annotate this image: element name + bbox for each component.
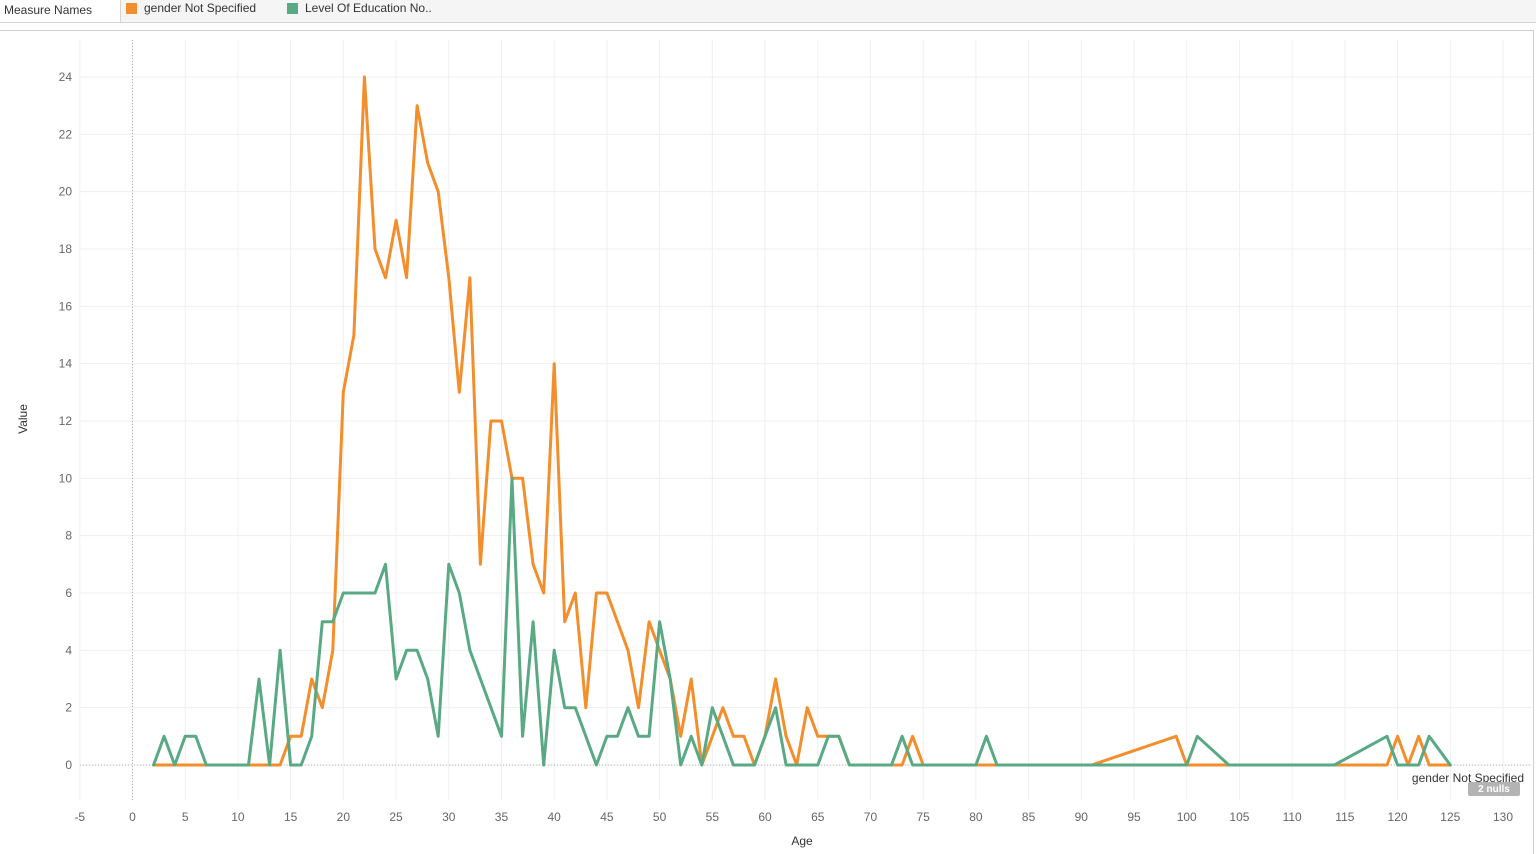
y-tick-label: 20 <box>59 185 73 199</box>
x-tick-label: 80 <box>969 810 983 824</box>
x-tick-label: 125 <box>1440 810 1460 824</box>
legend-swatch-gender <box>126 2 137 14</box>
x-axis-label: Age <box>791 834 813 848</box>
x-tick-label: 10 <box>231 810 245 824</box>
y-tick-label: 22 <box>59 127 73 141</box>
legend-bar: Measure Names gender Not Specified Level… <box>0 0 1536 23</box>
x-tick-label: 130 <box>1493 810 1513 824</box>
x-tick-label: -5 <box>74 810 85 824</box>
x-tick-label: 75 <box>916 810 930 824</box>
legend-label-education: Level Of Education No.. <box>305 1 432 15</box>
null-badge[interactable] <box>1468 782 1520 796</box>
y-tick-label: 24 <box>59 70 73 84</box>
x-tick-label: 120 <box>1388 810 1408 824</box>
x-tick-label: 105 <box>1229 810 1249 824</box>
x-tick-label: 45 <box>600 810 614 824</box>
x-tick-label: 5 <box>182 810 189 824</box>
x-tick-label: 20 <box>337 810 351 824</box>
null-badge-label: 2 nulls <box>1478 784 1510 795</box>
x-tick-label: 50 <box>653 810 667 824</box>
legend-item-education[interactable]: Level Of Education No.. <box>287 0 432 16</box>
x-tick-label: 35 <box>495 810 509 824</box>
series-line-education[interactable] <box>152 476 1452 767</box>
x-tick-label: 65 <box>811 810 825 824</box>
series-line-gender[interactable] <box>152 75 1452 767</box>
legend-label-gender: gender Not Specified <box>144 1 257 15</box>
series-end-label: gender Not Specified <box>1412 771 1524 785</box>
y-axis-label: Value <box>16 404 30 434</box>
legend-title: Measure Names <box>0 0 121 22</box>
x-tick-label: 110 <box>1283 810 1302 824</box>
chart-area <box>0 30 1534 854</box>
y-tick-label: 12 <box>59 414 73 428</box>
x-tick-label: 100 <box>1177 810 1197 824</box>
gridlines <box>79 40 1532 800</box>
y-tick-label: 4 <box>65 643 72 657</box>
y-tick-label: 8 <box>65 529 72 543</box>
series-lines <box>152 75 1452 767</box>
zero-reference-lines <box>80 40 1532 800</box>
y-tick-label: 2 <box>65 701 72 715</box>
x-tick-label: 60 <box>758 810 772 824</box>
x-tick-label: 15 <box>284 810 298 824</box>
x-tick-label: 70 <box>864 810 878 824</box>
y-tick-label: 10 <box>59 471 73 485</box>
x-axis-ticks: -5 0 5 10 15 20 25 30 35 40 45 50 55 60 65 70 75 80 85 90 95… <box>74 810 1513 824</box>
x-tick-label: 95 <box>1127 810 1141 824</box>
x-tick-label: 40 <box>548 810 562 824</box>
y-tick-label: 14 <box>59 357 73 371</box>
legend-item-gender[interactable]: gender Not Specified <box>126 0 256 16</box>
y-tick-label: 6 <box>65 586 72 600</box>
y-tick-label: 16 <box>59 299 73 313</box>
x-tick-label: 115 <box>1335 810 1354 824</box>
x-tick-label: 90 <box>1075 810 1089 824</box>
legend-swatch-education <box>287 2 298 14</box>
x-tick-label: 85 <box>1022 810 1036 824</box>
x-tick-label: 25 <box>389 810 403 824</box>
y-tick-label: 18 <box>59 242 73 256</box>
y-tick-label: 0 <box>65 758 72 772</box>
x-tick-label: 0 <box>129 810 136 824</box>
x-tick-label: 55 <box>706 810 720 824</box>
x-tick-label: 30 <box>442 810 456 824</box>
